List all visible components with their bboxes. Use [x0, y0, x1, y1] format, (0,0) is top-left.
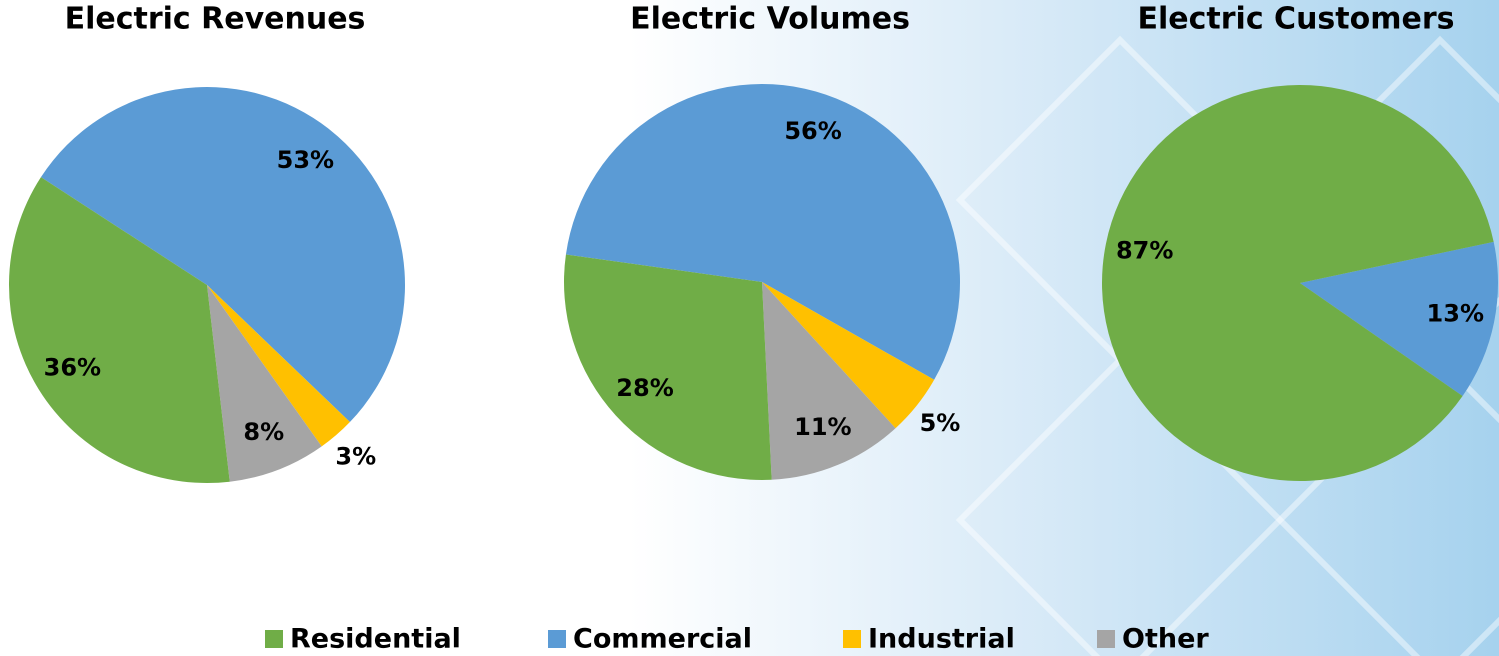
pie-slice [207, 285, 350, 447]
pie-slice [1102, 84, 1494, 481]
data-label: 11% [794, 413, 851, 441]
data-label: 53% [277, 146, 334, 174]
legend-swatch [1097, 630, 1115, 648]
legend-swatch [265, 630, 283, 648]
data-label: 56% [784, 117, 841, 145]
pie-slice [1300, 241, 1498, 397]
pie-slice [762, 282, 896, 480]
chart-title: Electric Revenues [65, 2, 366, 37]
chart-title: Electric Customers [1138, 2, 1455, 37]
data-label: 8% [243, 418, 284, 446]
data-label: 87% [1116, 237, 1173, 265]
data-label: 3% [335, 442, 376, 470]
data-label: 13% [1427, 299, 1484, 327]
pie-slice [565, 83, 960, 380]
legend-label: Residential [290, 624, 461, 655]
data-label: 5% [920, 409, 961, 437]
legend-label: Other [1122, 624, 1209, 655]
pie-slice [762, 282, 935, 429]
pie-slice [564, 254, 772, 480]
pie-slice [8, 177, 230, 483]
pie-slice [207, 285, 322, 482]
pie-slice [40, 87, 405, 423]
legend-swatch [843, 630, 861, 648]
legend-label: Industrial [868, 624, 1015, 655]
legend-swatch [548, 630, 566, 648]
chart-title: Electric Volumes [630, 2, 910, 37]
data-label: 28% [616, 374, 673, 402]
data-label: 36% [44, 353, 101, 381]
legend-label: Commercial [573, 624, 752, 655]
